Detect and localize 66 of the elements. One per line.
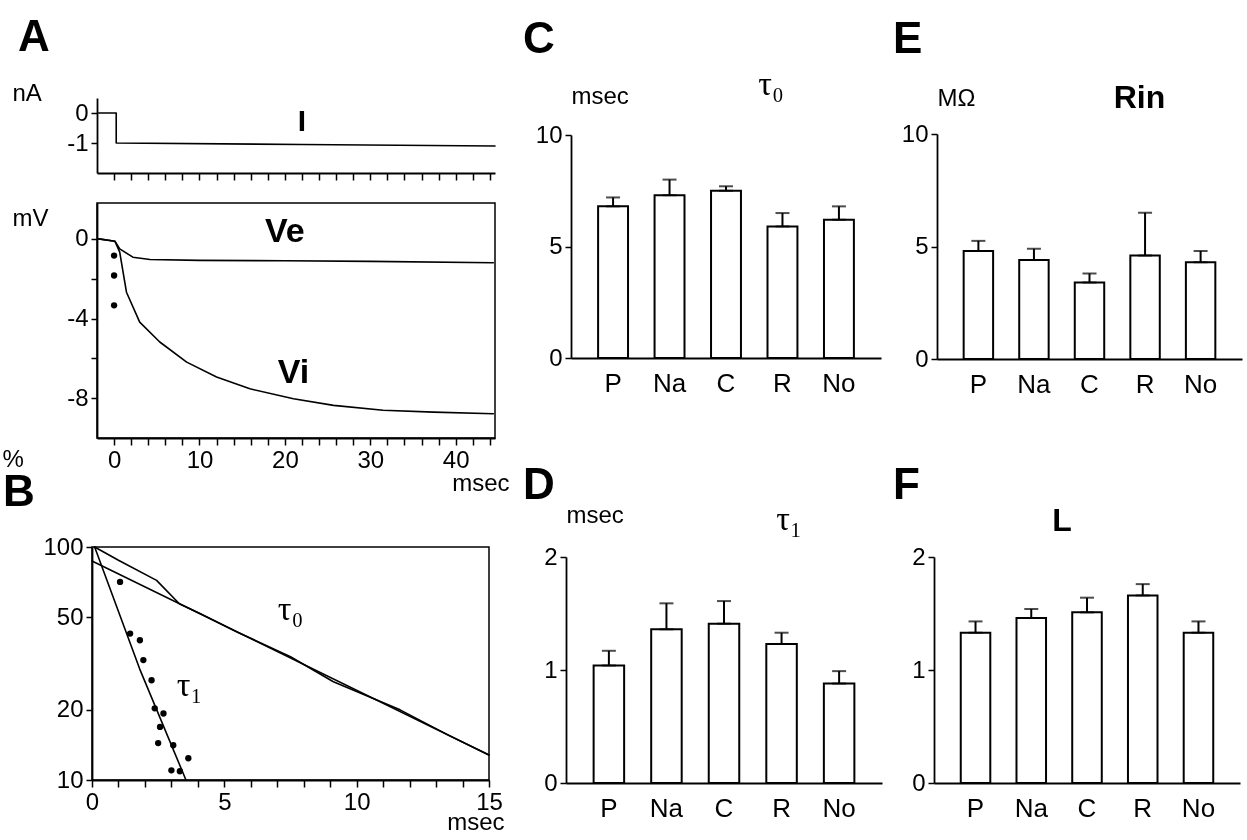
x-tick-label: Na <box>1017 368 1052 399</box>
y-axis-title: nA <box>12 78 42 106</box>
x-tick-label: R <box>1135 368 1155 399</box>
chart-subtitle: τ₀ <box>758 65 784 102</box>
series-label: I <box>297 103 307 137</box>
y-tick-label: 0 <box>75 224 89 252</box>
y-tick-label: -1 <box>67 128 89 156</box>
x-tick-label: No <box>822 792 856 823</box>
x-tick-label: No <box>1181 792 1216 823</box>
x-tick-label: 10 <box>343 787 371 815</box>
y-tick-label: 2 <box>544 542 558 570</box>
x-tick-label: 20 <box>272 445 299 473</box>
chart-subtitle: L <box>1052 502 1072 538</box>
y-tick-label: 5 <box>915 232 929 259</box>
x-tick-label: 30 <box>357 445 385 473</box>
x-tick-label: Na <box>649 792 684 823</box>
y-tick-label: 10 <box>901 119 929 147</box>
chart-subtitle: τ₁ <box>776 500 802 537</box>
y-axis-title: msec <box>571 81 629 109</box>
x-tick-label: 0 <box>107 445 122 473</box>
y-tick-label: 10 <box>56 765 84 793</box>
x-tick-label: R <box>1133 792 1153 823</box>
y-tick-label: 0 <box>915 344 929 372</box>
y-tick-label: 50 <box>56 602 84 630</box>
x-tick-label: C <box>714 792 734 823</box>
x-tick-label: No <box>822 367 856 398</box>
x-tick-label: R <box>773 367 792 398</box>
y-tick-label: 1 <box>544 655 558 683</box>
y-axis-title: msec <box>566 500 624 528</box>
chart-title: C <box>523 13 555 62</box>
y-tick-label: 0 <box>912 768 926 796</box>
chart-title: D <box>523 459 555 508</box>
y-tick-label: -8 <box>67 383 89 411</box>
y-tick-label: 5 <box>549 232 563 259</box>
chart-title: A <box>18 11 50 60</box>
x-tick-label: No <box>1183 368 1218 399</box>
x-tick-label: 5 <box>218 787 232 815</box>
chart-title: E <box>893 13 923 62</box>
x-tick-label: 10 <box>186 445 214 473</box>
y-axis-title: mV <box>12 203 49 231</box>
y-tick-label: 0 <box>544 768 558 796</box>
y-axis-title: MΩ <box>937 83 976 111</box>
x-tick-label: P <box>966 792 985 823</box>
series-label: τ₀ <box>277 589 304 627</box>
x-tick-label: P <box>600 792 618 823</box>
y-tick-label: 0 <box>549 343 563 371</box>
x-tick-label: C <box>1077 792 1097 823</box>
chart-subtitle: Rin <box>1113 79 1166 115</box>
series-label: Vi <box>277 351 310 390</box>
y-tick-label: 20 <box>56 695 84 723</box>
x-tick-label: R <box>772 792 791 823</box>
x-tick-label: P <box>969 368 988 399</box>
y-tick-label: 0 <box>75 98 89 126</box>
x-tick-label: C <box>716 367 736 398</box>
series-label: Ve <box>265 210 305 249</box>
x-tick-label: Na <box>652 367 687 398</box>
y-tick-label: 1 <box>912 655 926 683</box>
y-tick-label: 2 <box>912 542 926 570</box>
chart-title: F <box>893 459 920 508</box>
x-tick-label: P <box>604 367 622 398</box>
y-tick-label: 100 <box>43 532 84 560</box>
x-tick-label: Na <box>1014 792 1049 823</box>
x-tick-label: C <box>1080 368 1099 399</box>
y-tick-label: -4 <box>67 304 89 332</box>
series-label: τ₁ <box>176 665 203 703</box>
y-tick-label: 10 <box>535 120 563 148</box>
